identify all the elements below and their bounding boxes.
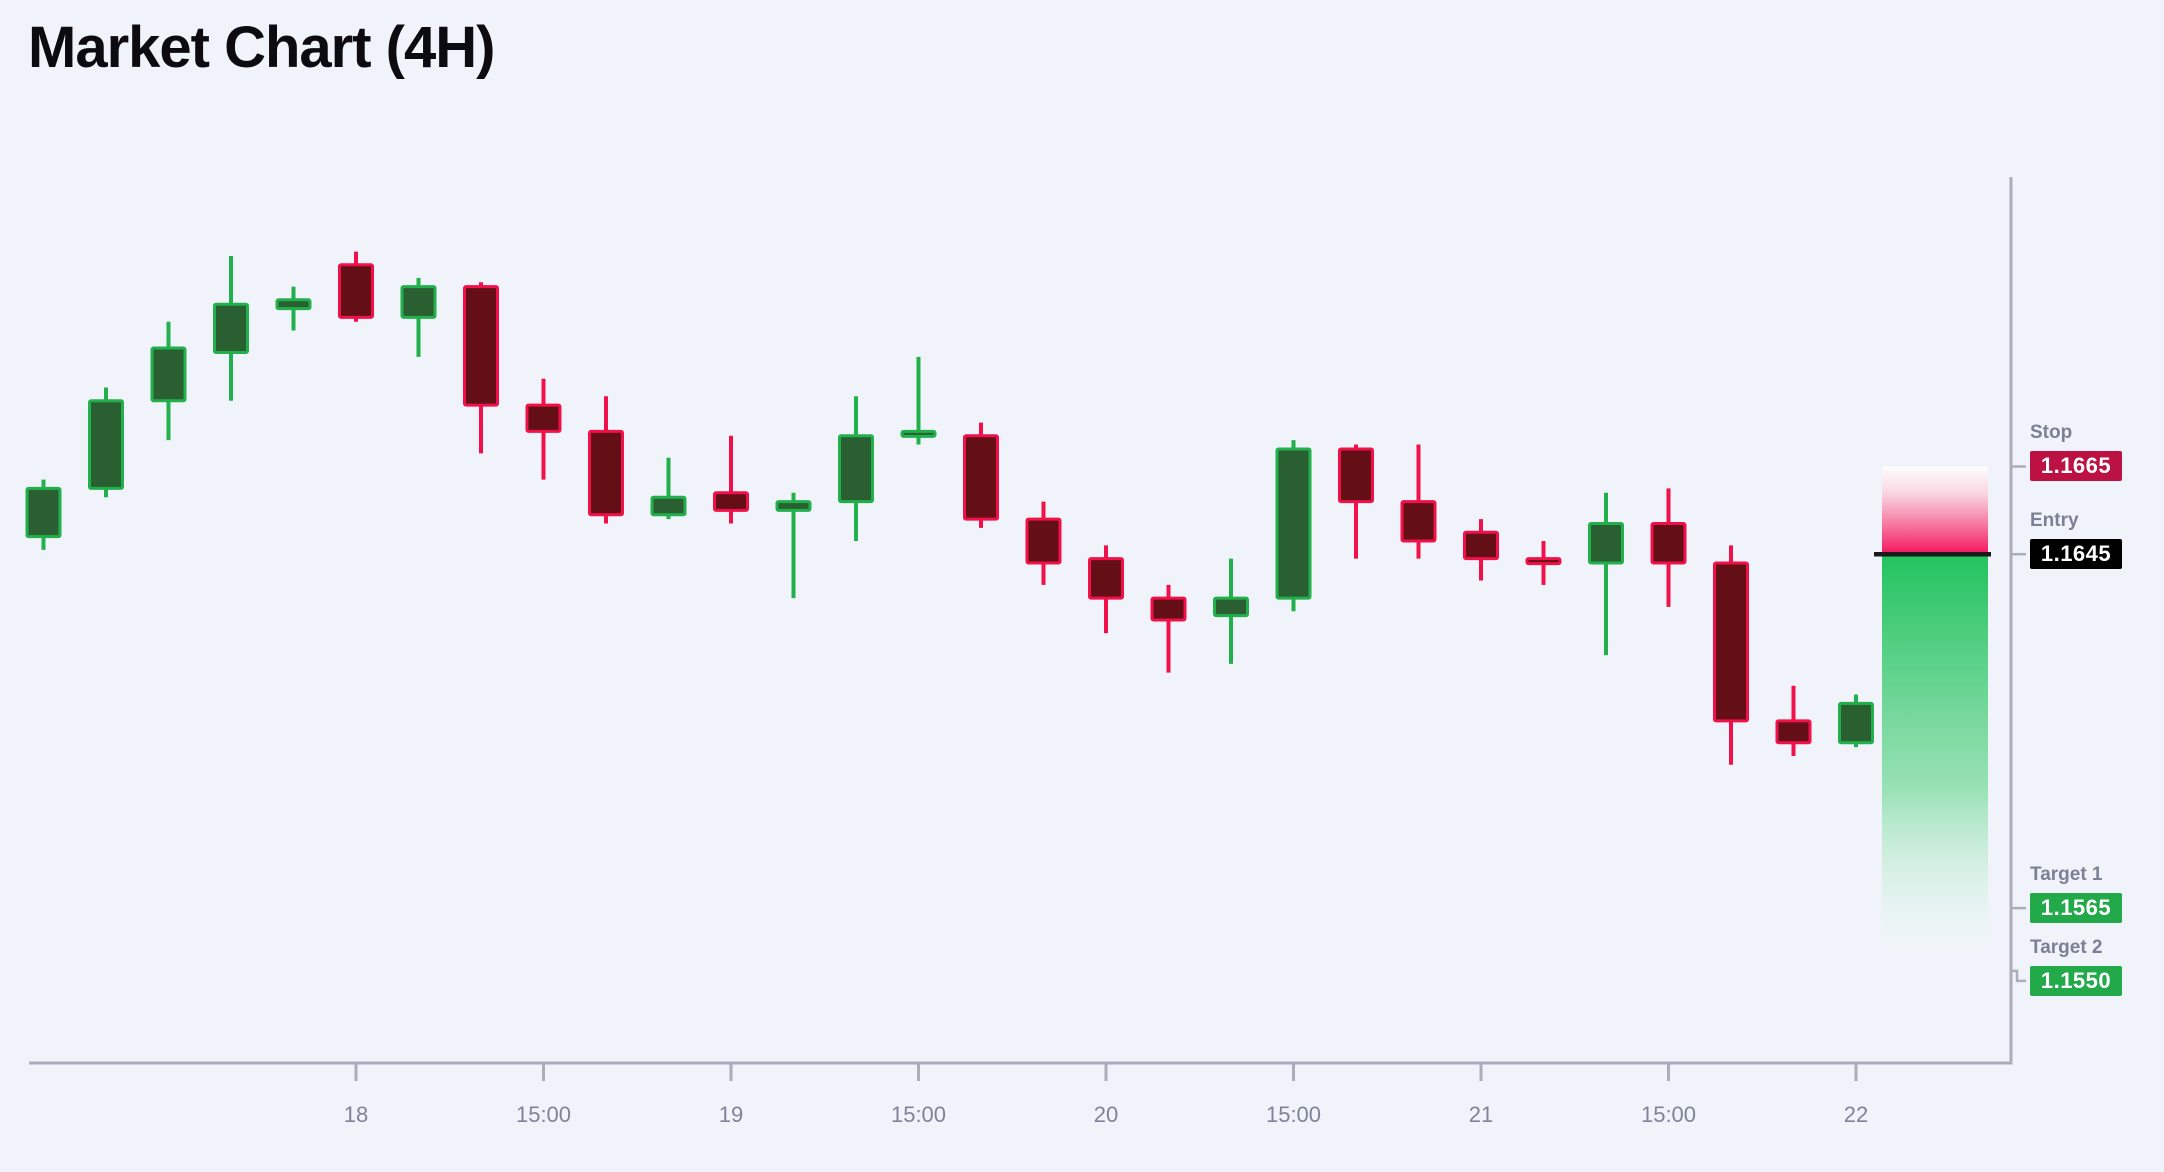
x-tick-label: 18 xyxy=(344,1102,368,1127)
candle-body xyxy=(1338,447,1374,504)
candle-body xyxy=(713,491,749,512)
target2-price-badge: 1.1550 xyxy=(2030,965,2122,996)
x-tick-label: 21 xyxy=(1469,1102,1493,1127)
candle-body xyxy=(275,298,312,311)
candle-body xyxy=(1275,447,1312,600)
candle xyxy=(400,277,437,357)
entry-level-group: Entry 1.1645 xyxy=(2030,510,2150,570)
candle-body xyxy=(1525,557,1562,566)
candle xyxy=(1463,519,1499,581)
target2-level-group: Target 2 1.1550 xyxy=(2030,938,2150,996)
candle xyxy=(838,396,874,542)
candle xyxy=(1025,501,1062,585)
x-tick-label: 15:00 xyxy=(891,1102,946,1127)
candle xyxy=(1088,545,1124,634)
candle-body xyxy=(1463,530,1499,561)
candle xyxy=(963,422,999,528)
stop-price-badge: 1.1665 xyxy=(2030,451,2122,482)
candle-body xyxy=(1213,596,1249,618)
candle-body xyxy=(150,346,187,403)
candle-body xyxy=(1150,596,1187,622)
candle-body xyxy=(463,285,499,407)
x-tick-label: 15:00 xyxy=(1641,1102,1696,1127)
candle-body xyxy=(1650,522,1687,565)
candle-body xyxy=(213,302,249,354)
candle xyxy=(1650,488,1687,607)
candle xyxy=(338,251,374,322)
candle xyxy=(588,396,624,524)
candle-body xyxy=(400,285,437,319)
x-tick-label: 15:00 xyxy=(516,1102,571,1127)
target1-price-badge: 1.1565 xyxy=(2030,893,2122,924)
candle xyxy=(1525,541,1562,585)
candle xyxy=(25,479,62,550)
candle xyxy=(650,457,687,520)
candle-body xyxy=(1713,561,1749,723)
risk-zone xyxy=(1882,466,1988,555)
candle xyxy=(88,387,124,498)
level-tick-elbow xyxy=(2010,969,2026,983)
candle xyxy=(1338,444,1374,559)
candle-body xyxy=(650,495,687,517)
x-tick-label: 15:00 xyxy=(1266,1102,1321,1127)
candle xyxy=(525,378,562,480)
candle xyxy=(1275,440,1312,612)
candle-body xyxy=(1400,500,1437,543)
candle xyxy=(1213,558,1249,664)
candle xyxy=(1150,584,1187,673)
candle xyxy=(1400,444,1437,559)
candle xyxy=(1838,694,1874,748)
page-title: Market Chart (4H) xyxy=(28,15,495,80)
candle xyxy=(275,286,312,331)
candle xyxy=(463,282,499,454)
target1-label: Target 1 xyxy=(2030,864,2103,886)
candle-body xyxy=(1088,557,1124,600)
reward-zone xyxy=(1882,554,1988,979)
candle xyxy=(775,492,812,599)
candle xyxy=(1775,685,1812,756)
candle xyxy=(213,255,249,401)
x-tick-label: 19 xyxy=(719,1102,743,1127)
candle-body xyxy=(1838,701,1874,745)
candle-body xyxy=(900,429,937,438)
candle xyxy=(713,435,749,524)
target2-label: Target 2 xyxy=(2030,936,2103,958)
candle-body xyxy=(525,403,562,433)
candle-body xyxy=(1025,517,1062,565)
entry-label: Entry xyxy=(2030,510,2079,532)
candle-body xyxy=(588,429,624,517)
x-tick-label: 20 xyxy=(1094,1102,1118,1127)
stop-label: Stop xyxy=(2030,422,2073,444)
candle xyxy=(900,356,937,445)
candle-body xyxy=(338,263,374,319)
x-tick-label: 22 xyxy=(1844,1102,1868,1127)
candle-body xyxy=(88,399,124,490)
entry-price-badge: 1.1645 xyxy=(2030,539,2122,570)
target1-level-group: Target 1 1.1565 xyxy=(2030,864,2150,924)
candle-body xyxy=(1775,719,1812,745)
candle-body xyxy=(775,500,812,512)
candle xyxy=(1588,492,1624,656)
candle xyxy=(150,321,187,441)
candle xyxy=(1713,545,1749,765)
candle-body xyxy=(1588,522,1624,565)
candle-body xyxy=(838,434,874,504)
candle-body xyxy=(25,486,62,539)
candle-body xyxy=(963,434,999,521)
stop-level-group: Stop 1.1665 xyxy=(2030,422,2150,482)
